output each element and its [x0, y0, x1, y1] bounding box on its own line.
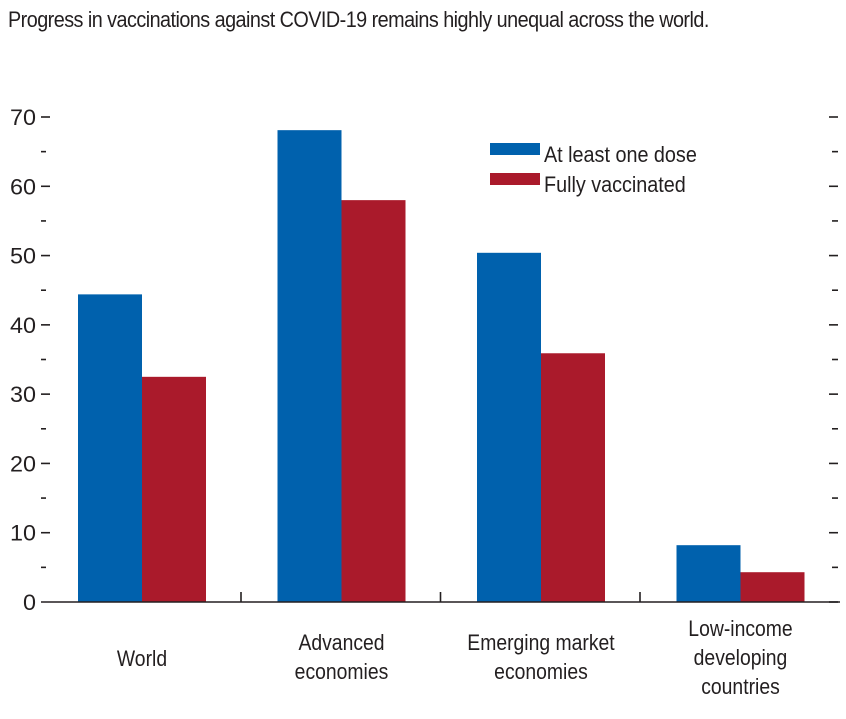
bar-fully-vaccinated [740, 572, 805, 602]
y-tick-label: 40 [10, 313, 36, 338]
x-tick-label: developing [694, 646, 788, 670]
x-tick-label: Low-income [688, 617, 792, 641]
bars [78, 130, 805, 603]
legend-swatch [490, 173, 540, 185]
x-tick-label: economies [494, 660, 588, 684]
legend-label: At least one dose [544, 143, 697, 167]
bar-at-least-one-dose [277, 130, 342, 602]
x-tick-label: economies [295, 660, 389, 684]
bar-fully-vaccinated [142, 376, 206, 602]
bar-at-least-one-dose [676, 545, 741, 602]
y-tick-label: 70 [10, 105, 36, 130]
bar-fully-vaccinated [341, 200, 406, 602]
y-axis-right [829, 116, 838, 603]
x-axis [41, 592, 840, 603]
y-tick-label: 20 [10, 451, 36, 476]
x-tick-label: World [117, 647, 167, 671]
y-axis-left: 0 10 20 30 40 50 60 70 [10, 105, 50, 615]
y-tick-label: 60 [10, 174, 36, 199]
y-tick-label: 0 [23, 590, 36, 615]
x-tick-label: Advanced [298, 631, 384, 655]
x-tick-label: countries [701, 675, 780, 699]
bar-at-least-one-dose [78, 294, 142, 602]
legend-swatch [490, 143, 540, 155]
legend-label: Fully vaccinated [544, 173, 686, 197]
x-tick-label: Emerging market [467, 631, 615, 655]
legend: At least one dose Fully vaccinated [490, 143, 697, 197]
x-tick-labels: World Advanced economies Emerging market eco… [117, 617, 793, 699]
y-tick-label: 50 [10, 244, 36, 269]
y-tick-label: 30 [10, 382, 36, 407]
bar-at-least-one-dose [477, 252, 541, 603]
bar-fully-vaccinated [541, 353, 605, 602]
chart-title: Progress in vaccinations against COVID-1… [8, 7, 709, 32]
y-tick-label: 10 [10, 521, 36, 546]
